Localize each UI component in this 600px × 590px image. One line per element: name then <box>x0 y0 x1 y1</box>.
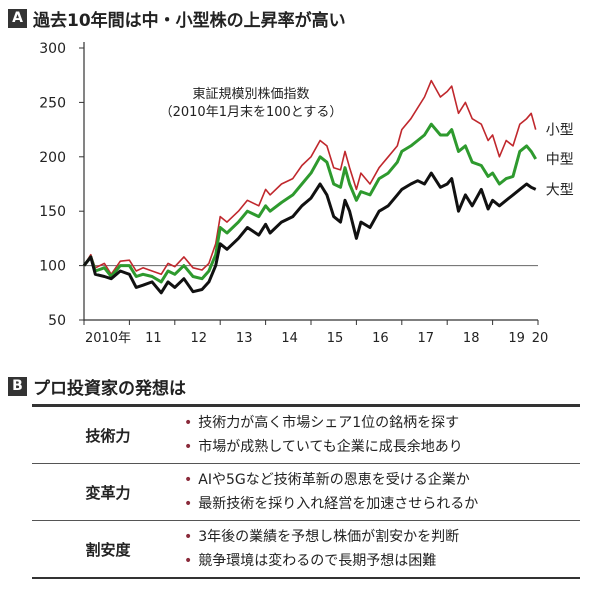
series-line <box>83 79 537 276</box>
x-tick-label: 12 <box>191 331 208 346</box>
bullet-point: 最新技術を採り入れ経営を加速させられるか <box>184 492 580 516</box>
text-layer: 東証規模別株価指数 （2010年1月末を100とする） 50 100 150 200 2… <box>39 41 573 346</box>
row-category: 割安度 <box>85 540 131 559</box>
x-tick-label: 13 <box>236 331 253 346</box>
bullet-point: 競争環境は変わるので長期予想は困難 <box>184 549 580 573</box>
x-tick-label: 17 <box>418 331 435 346</box>
table-row: 割安度 3年後の業績を予想し株価が割安かを判断 競争環境は変わるので長期予想は困… <box>32 521 580 579</box>
series-line <box>82 171 537 295</box>
y-tick-label: 100 <box>39 259 66 275</box>
row-points: AIや5Gなど技術革新の恩恵を受ける企業か 最新技術を採り入れ経営を加速させられ… <box>184 464 580 520</box>
section-b-letter: B <box>8 377 27 396</box>
x-tick-label: 19 <box>508 331 525 346</box>
bullet-point: 技術力が高く市場シェア1位の銘柄を探す <box>184 411 580 435</box>
chart-title: 東証規模別株価指数 <box>192 86 309 102</box>
row-points: 技術力が高く市場シェア1位の銘柄を探す 市場が成熟していても企業に成長余地あり <box>184 407 580 463</box>
section-b-heading: B プロ投資家の発想は <box>8 374 186 399</box>
line-chart: 東証規模別株価指数 （2010年1月末を100とする） 50 100 150 200 2… <box>39 41 573 346</box>
bullet-point: 市場が成熟していても企業に成長余地あり <box>184 435 580 459</box>
section-b-title: プロ投資家の発想は <box>33 379 186 399</box>
x-tick-label: 14 <box>281 331 298 346</box>
y-tick-label: 200 <box>39 150 66 166</box>
y-tick-label: 250 <box>39 95 66 111</box>
series-line <box>82 122 537 284</box>
x-tick-label: 18 <box>463 331 480 346</box>
row-points: 3年後の業績を予想し株価が割安かを判断 競争環境は変わるので長期予想は困難 <box>184 521 580 577</box>
y-tick-label: 300 <box>39 41 66 57</box>
x-tick-label: 2010年 <box>85 331 131 346</box>
x-tick-label: 15 <box>327 331 344 346</box>
axis-layer <box>79 42 539 325</box>
x-tick-label: 20 <box>532 331 549 346</box>
x-tick-label: 11 <box>145 331 162 346</box>
investor-approach-table: 技術力 技術力が高く市場シェア1位の銘柄を探す 市場が成熟していても企業に成長余… <box>32 404 580 579</box>
row-category: 技術力 <box>85 426 131 445</box>
bullet-point: AIや5Gなど技術革新の恩恵を受ける企業か <box>184 468 580 492</box>
bullet-point: 3年後の業績を予想し株価が割安かを判断 <box>184 525 580 549</box>
x-tick-label: 16 <box>372 331 389 346</box>
section-a-title: 過去10年間は中・小型株の上昇率が高い <box>33 11 346 31</box>
table-row: 技術力 技術力が高く市場シェア1位の銘柄を探す 市場が成熟していても企業に成長余… <box>32 404 580 464</box>
series-layer <box>82 79 537 295</box>
section-a-letter: A <box>8 9 27 28</box>
y-tick-label: 150 <box>39 204 66 220</box>
series-label: 中型 <box>546 152 574 168</box>
series-label: 大型 <box>546 182 574 198</box>
table-row: 変革力 AIや5Gなど技術革新の恩恵を受ける企業か 最新技術を採り入れ経営を加速… <box>32 464 580 521</box>
row-category: 変革力 <box>85 483 131 502</box>
section-a-heading: A 過去10年間は中・小型株の上昇率が高い <box>8 6 346 31</box>
y-tick-label: 50 <box>48 313 66 329</box>
chart-subtitle: （2010年1月末を100とする） <box>160 105 343 120</box>
series-label: 小型 <box>546 123 574 139</box>
